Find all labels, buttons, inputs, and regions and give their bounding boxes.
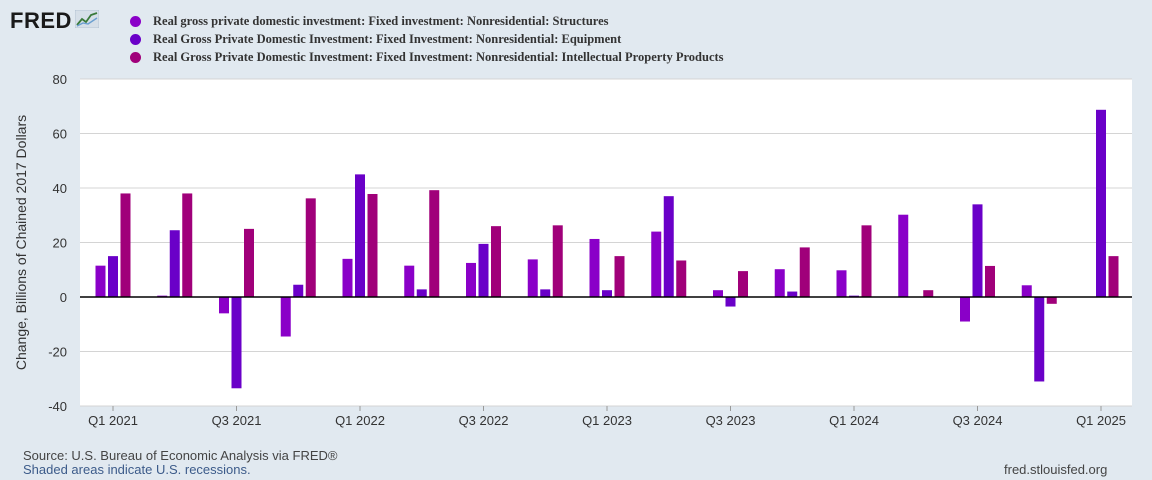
legend-label-equipment: Real Gross Private Domestic Investment: …	[153, 31, 622, 46]
bar	[725, 297, 736, 307]
x-tick-label: Q3 2024	[953, 413, 1003, 428]
y-axis-label: Change, Billions of Chained 2017 Dollars	[13, 115, 29, 370]
legend-label-structures: Real gross private domestic investment: …	[153, 13, 609, 28]
bar	[713, 290, 723, 297]
bar	[478, 243, 489, 297]
bar	[651, 231, 662, 297]
chart-legend: Real gross private domestic investment: …	[130, 12, 724, 66]
bar	[182, 193, 193, 297]
legend-swatch-equipment	[130, 33, 141, 45]
bar	[466, 262, 476, 297]
bar	[799, 247, 810, 297]
bar	[552, 225, 563, 297]
legend-swatch-structures	[130, 15, 141, 27]
bar	[120, 193, 131, 297]
y-tick-label: 80	[53, 72, 67, 87]
x-tick-label: Q1 2023	[582, 413, 632, 428]
bar	[589, 238, 600, 297]
legend-label-ipp: Real Gross Private Domestic Investment: …	[153, 49, 724, 64]
bar	[404, 265, 415, 297]
bar	[355, 174, 365, 297]
y-tick-label: -40	[48, 399, 67, 414]
bar	[219, 297, 229, 314]
legend-item-structures[interactable]: Real gross private domestic investment: …	[130, 12, 724, 30]
bar	[787, 291, 798, 297]
bar	[367, 193, 378, 297]
x-tick-label: Q1 2021	[88, 413, 138, 428]
bar	[280, 297, 291, 337]
bar	[416, 289, 427, 297]
x-tick-label: Q3 2023	[706, 413, 756, 428]
bar	[738, 271, 748, 297]
recession-note: Shaded areas indicate U.S. recessions.	[23, 462, 251, 477]
legend-item-ipp[interactable]: Real Gross Private Domestic Investment: …	[130, 48, 724, 66]
bar	[898, 214, 909, 297]
bar	[231, 297, 242, 389]
bar	[305, 198, 316, 297]
bar	[602, 290, 612, 297]
bar	[1108, 256, 1119, 297]
legend-swatch-ipp	[130, 51, 141, 63]
fred-logo-text: FRED	[10, 8, 72, 33]
bar	[614, 256, 625, 297]
y-tick-label: -20	[48, 345, 67, 360]
bar	[1096, 109, 1106, 297]
bar	[540, 289, 551, 297]
x-tick-label: Q1 2022	[335, 413, 385, 428]
bar	[676, 260, 687, 297]
bar	[527, 259, 538, 297]
bar	[342, 258, 353, 297]
bar	[95, 265, 106, 297]
bar	[429, 190, 440, 297]
bar	[836, 270, 847, 297]
bar	[244, 228, 254, 297]
y-tick-label: 60	[53, 127, 67, 142]
bar	[663, 196, 674, 297]
bar	[293, 284, 304, 297]
bar	[923, 290, 934, 297]
bar	[1046, 297, 1057, 304]
x-tick-label: Q1 2025	[1076, 413, 1126, 428]
bar	[108, 256, 118, 297]
source-text: Source: U.S. Bureau of Economic Analysis…	[23, 448, 338, 463]
bar	[972, 204, 983, 297]
bar	[1021, 285, 1032, 297]
bar	[1034, 297, 1045, 382]
bar	[960, 297, 970, 322]
y-tick-label: 40	[53, 181, 67, 196]
bar	[774, 269, 785, 297]
bar	[169, 230, 180, 297]
x-tick-label: Q3 2022	[459, 413, 509, 428]
bar	[861, 225, 872, 297]
y-tick-label: 20	[53, 236, 67, 251]
x-tick-label: Q1 2024	[829, 413, 879, 428]
y-tick-label: 0	[60, 290, 67, 305]
bar	[491, 226, 501, 297]
bar	[985, 265, 995, 297]
x-tick-label: Q3 2021	[212, 413, 262, 428]
legend-item-equipment[interactable]: Real Gross Private Domestic Investment: …	[130, 30, 724, 48]
fred-url-link[interactable]: fred.stlouisfed.org	[1004, 462, 1108, 477]
